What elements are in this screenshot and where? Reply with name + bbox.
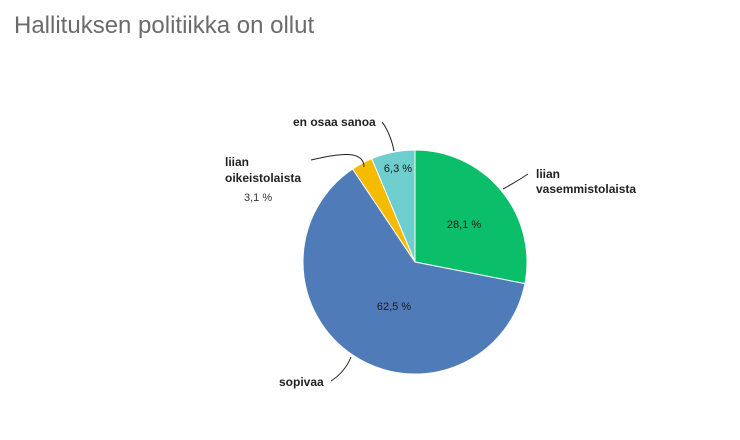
leader-line-liian-oikeistolaista — [310, 153, 365, 168]
leader-line-sopivaa — [330, 356, 352, 382]
value-label-liian-oikeistolaista: 3,1 % — [244, 192, 272, 204]
label-sopivaa: sopivaa — [279, 375, 324, 389]
chart-title: Hallituksen politiikka on ollut — [14, 12, 315, 39]
label-liian-vasemmistolaista: liian vasemmistolaista — [536, 167, 636, 196]
value-label-sopivaa: 62,5 % — [377, 301, 411, 313]
value-label-liian-vasemmistolaista: 28,1 % — [447, 219, 481, 231]
label-en-osaa-sanoa: en osaa sanoa — [293, 115, 376, 129]
pie-slice-en-osaa-sanoa — [371, 149, 416, 263]
leader-line-liian-vasemmistolaista — [502, 173, 529, 190]
leader-line-en-osaa-sanoa — [381, 121, 395, 152]
value-label-en-osaa-sanoa: 6,3 % — [384, 163, 412, 175]
label-liian-oikeistolaista: liian oikeistolaista — [225, 155, 301, 185]
pie-slice-liian-vasemmistolaista — [414, 149, 528, 285]
pie-slices — [302, 149, 528, 375]
pie-slice-sopivaa — [302, 168, 526, 375]
